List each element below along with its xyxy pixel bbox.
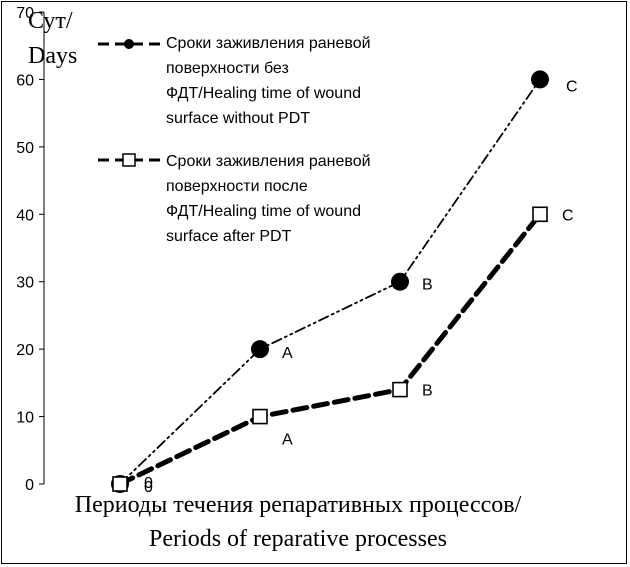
y-tick-label: 50 [16, 140, 34, 157]
point-label-after-pdt: 0 [144, 475, 153, 492]
y-tick-label: 20 [16, 342, 34, 359]
legend-marker-after-pdt [122, 153, 136, 167]
legend-label-after-pdt-line-1: Сроки заживления раневой [166, 153, 371, 170]
legend: Сроки заживления раневой поверхности без… [98, 35, 371, 245]
y-tick-label: 10 [16, 410, 34, 427]
y-tick-labels: 0 10 20 30 40 50 60 70 [16, 5, 34, 494]
legend-label-without-pdt-line-1: Сроки заживления раневой [166, 35, 371, 52]
legend-label-after-pdt-line-4: surface after PDT [166, 228, 292, 245]
y-tick-label: 40 [16, 207, 34, 224]
data-point-after-pdt [252, 408, 268, 425]
y-tick-label: 60 [16, 72, 34, 89]
legend-label-after-pdt-line-2: поверхности после [166, 178, 308, 195]
y-tick-label: 70 [16, 5, 34, 22]
legend-label-without-pdt-line-4: surface without PDT [166, 110, 310, 127]
data-point-without-pdt [391, 272, 409, 291]
legend-label-without-pdt-line-3: ФДТ/Healing time of wound [166, 85, 361, 102]
point-label-after-pdt: B [422, 383, 433, 400]
legend-label-without-pdt-line-2: поверхности без [166, 60, 289, 77]
y-axis-title-line-2: Days [28, 43, 77, 69]
axes: 0 10 20 30 40 50 60 70 [16, 5, 45, 494]
series-layer [111, 70, 549, 493]
y-tick-label: 0 [25, 477, 34, 494]
y-ticks [39, 11, 44, 485]
legend-item-after-pdt: Сроки заживления раневой поверхности пос… [98, 153, 371, 245]
series-line-after-pdt [117, 211, 543, 487]
series-line-without-pdt [119, 78, 541, 485]
data-point-without-pdt [251, 340, 269, 359]
legend-label-after-pdt-line-3: ФДТ/Healing time of wound [166, 203, 361, 220]
point-label-after-pdt: A [282, 432, 293, 449]
data-point-after-pdt [392, 381, 408, 398]
data-point-after-pdt [532, 206, 548, 223]
point-label-after-pdt: C [562, 207, 574, 224]
legend-item-without-pdt: Сроки заживления раневой поверхности без… [98, 35, 371, 127]
data-point-after-pdt [112, 476, 128, 492]
legend-marker-without-pdt [124, 39, 134, 49]
y-axis-title-line-1: Сут/ [28, 8, 73, 34]
point-label-without-pdt: B [422, 277, 433, 294]
data-point-without-pdt [531, 70, 549, 89]
x-axis-title-line-2: Periods of reparative processes [149, 526, 447, 552]
point-label-without-pdt: C [566, 78, 578, 95]
point-label-without-pdt: A [282, 345, 293, 362]
y-tick-label: 30 [16, 275, 34, 292]
point-labels: 0 A B C 0 A B C [144, 78, 578, 496]
x-axis-title-line-1: Периоды течения репаративных процессов/ [75, 492, 522, 518]
point-label-without-pdt: 0 [144, 479, 153, 496]
